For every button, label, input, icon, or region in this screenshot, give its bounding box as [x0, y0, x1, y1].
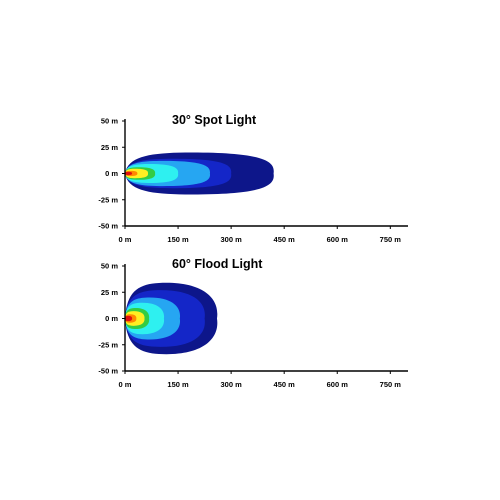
spot-x-tick-label-2: 300 m: [220, 235, 242, 244]
spot-x-tick-label-4: 600 m: [327, 235, 349, 244]
flood-x-tick-label-4: 600 m: [327, 380, 349, 389]
spot-y-tick-label-4: -50 m: [98, 222, 118, 231]
spot-x-tick-label-5: 750 m: [380, 235, 402, 244]
spot-y-tick-label-0: 50 m: [101, 117, 118, 126]
spot-contour-7: [125, 171, 133, 176]
chart-title-spot: 30° Spot Light: [172, 113, 257, 127]
spot-x-tick-label-0: 0 m: [119, 235, 132, 244]
flood-y-tick-label-4: -50 m: [98, 367, 118, 376]
chart-title-flood: 60° Flood Light: [172, 257, 263, 271]
flood-y-tick-label-3: -25 m: [98, 340, 118, 349]
flood-y-tick-label-1: 25 m: [101, 288, 118, 297]
flood-x-tick-label-1: 150 m: [167, 380, 189, 389]
flood-x-tick-label-5: 750 m: [380, 380, 402, 389]
spot-x-tick-label-3: 450 m: [274, 235, 296, 244]
flood-contour-7: [125, 315, 133, 322]
flood-x-tick-label-2: 300 m: [220, 380, 242, 389]
spot-x-tick-label-1: 150 m: [167, 235, 189, 244]
spot-y-tick-label-3: -25 m: [98, 195, 118, 204]
spot-y-tick-label-2: 0 m: [105, 169, 118, 178]
flood-y-tick-label-2: 0 m: [105, 314, 118, 323]
flood-x-tick-label-3: 450 m: [274, 380, 296, 389]
flood-x-tick-label-0: 0 m: [119, 380, 132, 389]
spot-y-tick-label-1: 25 m: [101, 143, 118, 152]
flood-y-tick-label-0: 50 m: [101, 262, 118, 271]
